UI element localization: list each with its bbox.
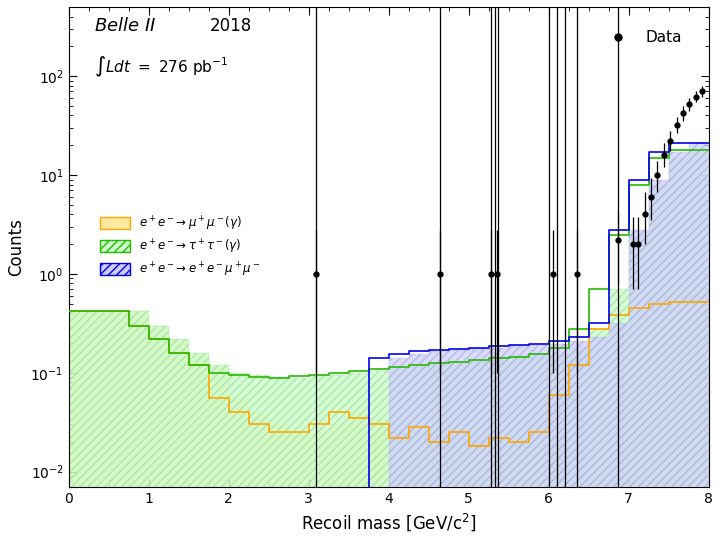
X-axis label: Recoil mass [GeV/c$^{2}$]: Recoil mass [GeV/c$^{2}$] (301, 511, 477, 533)
Text: $\int Ldt\ =\ 276\ \mathrm{pb}^{-1}$: $\int Ldt\ =\ 276\ \mathrm{pb}^{-1}$ (94, 55, 228, 79)
Y-axis label: Counts: Counts (7, 218, 25, 276)
Legend: $e^+e^-\!\rightarrow \mu^+\mu^-(\gamma)$, $e^+e^-\!\rightarrow \tau^+\tau^-(\gam: $e^+e^-\!\rightarrow \mu^+\mu^-(\gamma)$… (100, 214, 261, 279)
Text: 2018: 2018 (210, 17, 251, 35)
Text: $\it{Belle\ II}$: $\it{Belle\ II}$ (94, 17, 157, 35)
